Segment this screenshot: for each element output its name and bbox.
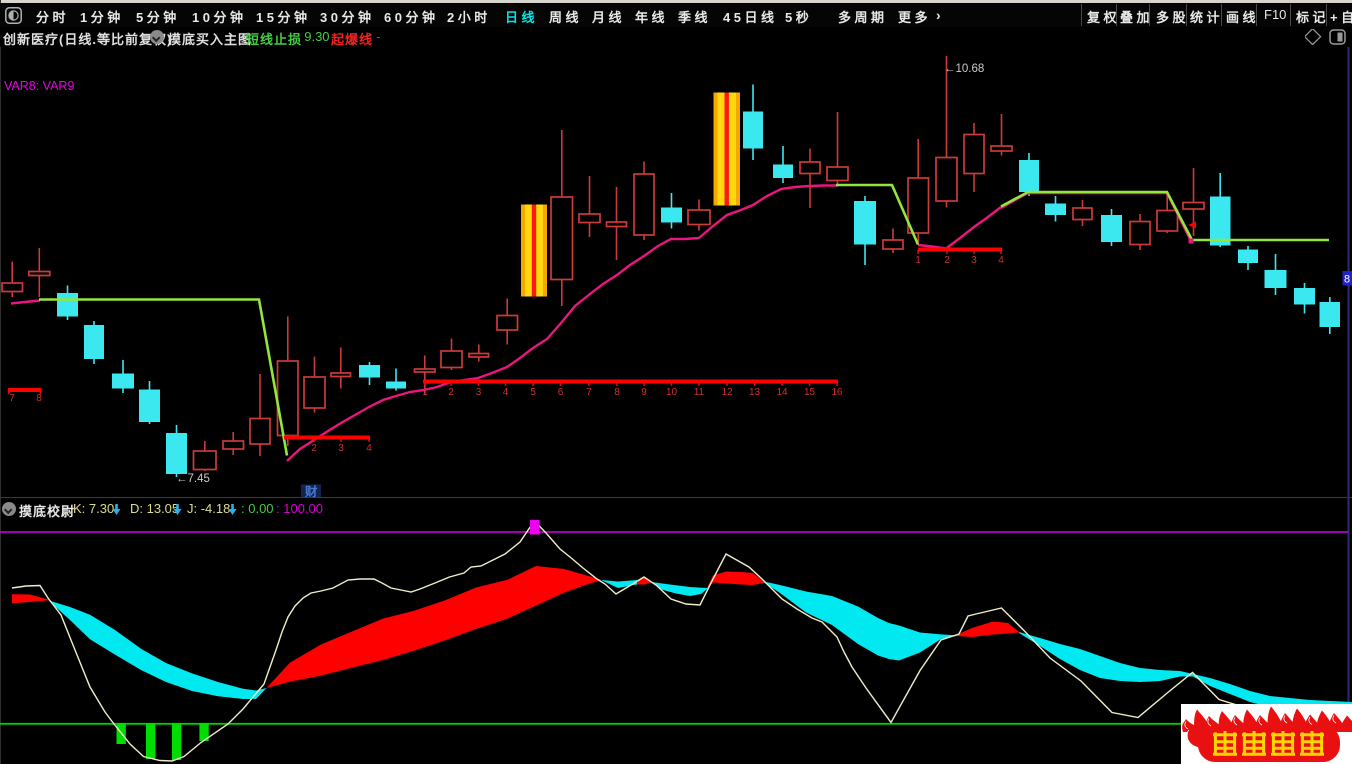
svg-text:9: 9 xyxy=(641,387,647,398)
svg-text:←7.45: ←7.45 xyxy=(176,473,210,485)
svg-text:15: 15 xyxy=(804,387,816,398)
svg-text:财: 财 xyxy=(304,484,318,498)
svg-text:12: 12 xyxy=(721,387,733,398)
svg-text:3: 3 xyxy=(476,387,482,398)
svg-text:6: 6 xyxy=(558,387,564,398)
svg-text:8: 8 xyxy=(1344,274,1350,286)
svg-text:11: 11 xyxy=(694,387,705,398)
svg-text:1: 1 xyxy=(422,387,428,398)
svg-text:14: 14 xyxy=(776,387,788,398)
svg-text:16: 16 xyxy=(831,387,843,398)
svg-text:8: 8 xyxy=(614,387,620,398)
svg-text:4: 4 xyxy=(503,387,509,398)
svg-text:4: 4 xyxy=(366,443,372,454)
svg-text:4: 4 xyxy=(998,255,1004,266)
svg-text:7: 7 xyxy=(9,393,15,404)
svg-text:←10.68: ←10.68 xyxy=(944,63,984,75)
svg-text:13: 13 xyxy=(749,387,761,398)
svg-text:5: 5 xyxy=(530,387,536,398)
svg-text:8: 8 xyxy=(36,393,42,404)
svg-text:3: 3 xyxy=(338,443,344,454)
svg-text:2: 2 xyxy=(944,255,950,266)
svg-text:10: 10 xyxy=(666,387,678,398)
svg-text:2: 2 xyxy=(448,387,454,398)
svg-text:2: 2 xyxy=(311,443,317,454)
svg-text:1: 1 xyxy=(915,255,921,266)
svg-text:7: 7 xyxy=(586,387,592,398)
svg-text:3: 3 xyxy=(971,255,977,266)
svg-text:VAR8: VAR9: VAR8: VAR9 xyxy=(4,79,74,93)
